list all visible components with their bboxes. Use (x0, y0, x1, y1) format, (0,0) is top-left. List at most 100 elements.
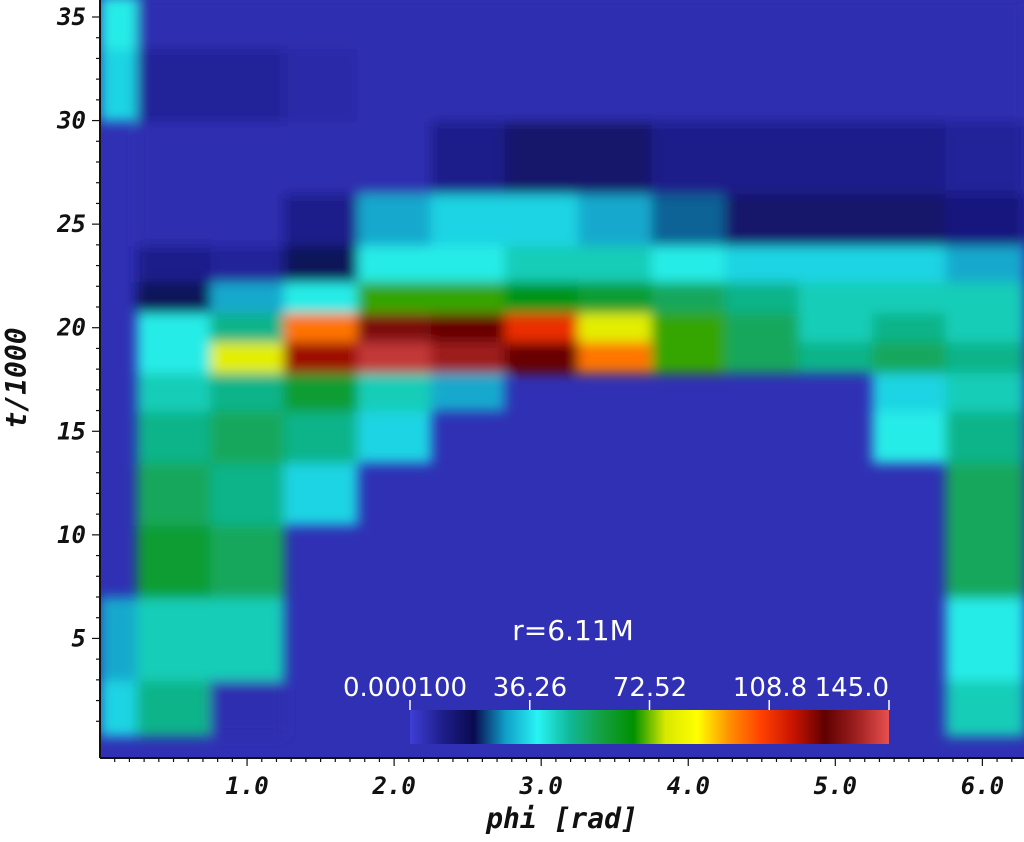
heatmap-cell (357, 0, 432, 50)
heatmap-cell (578, 312, 653, 343)
heatmap-cell (725, 120, 800, 195)
heatmap-cell (725, 312, 800, 343)
y-tick-label: 35 (56, 3, 86, 31)
heatmap-cell (100, 48, 138, 122)
heatmap-cell (210, 312, 285, 343)
plot-area (100, 0, 1024, 758)
x-tick-label: 2.0 (371, 772, 415, 800)
heatmap-cell (210, 372, 285, 412)
heatmap-cell (283, 372, 359, 412)
heatmap-cell (283, 462, 359, 526)
heatmap-cell (945, 341, 1024, 374)
heatmap-cell (872, 341, 947, 374)
heatmap-cell (430, 193, 506, 246)
heatmap-cell (357, 312, 432, 343)
heatmap-cell (798, 193, 874, 246)
heatmap-cell (725, 48, 800, 122)
heatmap-cell (283, 0, 359, 50)
heatmap-cell (357, 372, 432, 412)
heatmap-cell (945, 120, 1024, 195)
heatmap-cell (945, 410, 1024, 464)
heatmap-cell (945, 244, 1024, 283)
heatmap-cell (210, 244, 285, 283)
heatmap-cell (136, 281, 212, 314)
heatmap-cell (210, 597, 285, 681)
y-tick-label: 30 (56, 107, 86, 135)
heatmap-cell (945, 48, 1024, 122)
heatmap-cell (283, 193, 359, 246)
heatmap-cell (725, 0, 800, 50)
heatmap-cell (283, 410, 359, 464)
heatmap-cell (136, 679, 212, 737)
y-tick-label: 10 (57, 521, 86, 549)
x-tick-label: 6.0 (961, 772, 1004, 800)
heatmap-cell (945, 312, 1024, 343)
heatmap-cell (504, 341, 579, 374)
heatmap-cell (945, 372, 1024, 412)
heatmap-cell (872, 193, 947, 246)
radius-annotation: r=6.11M (512, 614, 633, 647)
heatmap-cell (430, 312, 506, 343)
heatmap-cell (100, 0, 138, 50)
heatmap-cell (136, 524, 212, 598)
heatmap-cell (504, 281, 579, 314)
heatmap-cell (651, 0, 726, 50)
colorbar-tick-label: 145.0 (815, 673, 889, 703)
colorbar-gradient (410, 710, 889, 744)
heatmap-cell (578, 120, 653, 195)
heatmap-cell (798, 281, 874, 314)
heatmap-cell (210, 462, 285, 526)
heatmap-cell (651, 120, 726, 195)
heatmap-cell (578, 281, 653, 314)
heatmap-cell (357, 193, 432, 246)
heatmap-cell (136, 193, 212, 246)
heatmap-cell (136, 410, 212, 464)
heatmap-cell (798, 48, 874, 122)
y-axis-title: t/1000 (0, 327, 33, 428)
heatmap-cell (578, 193, 653, 246)
y-tick-label: 5 (72, 624, 86, 652)
heatmap-cell (798, 0, 874, 50)
heatmap-cell (283, 244, 359, 283)
heatmap-cell (136, 48, 212, 122)
heatmap-cell (872, 244, 947, 283)
heatmap-cell (210, 0, 285, 50)
heatmap-cell (210, 524, 285, 598)
heatmap-cell (357, 341, 432, 374)
x-tick-label: 4.0 (667, 772, 710, 800)
heatmap-cell (136, 372, 212, 412)
heatmap-cell (283, 120, 359, 195)
heatmap-cell (504, 48, 579, 122)
heatmap-cell (430, 244, 506, 283)
heatmap-cell (798, 120, 874, 195)
heatmap-cell (430, 281, 506, 314)
x-tick-label: 1.0 (225, 772, 268, 800)
heatmap-cell (872, 312, 947, 343)
heatmap-cell (651, 48, 726, 122)
heatmap-cell (210, 120, 285, 195)
heatmap-cell (504, 0, 579, 50)
colorbar: 0.000100 36.26 72.52 108.8 145.0 (343, 673, 890, 744)
heatmap-cell (872, 372, 947, 412)
heatmap-cells (100, 0, 1024, 737)
heatmap-cell (504, 312, 579, 343)
heatmap-cell (504, 120, 579, 195)
heatmap-cell (283, 312, 359, 343)
heatmap-cell (357, 281, 432, 314)
heatmap-cell (798, 312, 874, 343)
heatmap-cell (136, 0, 212, 50)
heatmap-cell (136, 312, 212, 343)
heatmap-cell (651, 341, 726, 374)
colorbar-tick-label: 108.8 (733, 673, 807, 703)
heatmap-cell (578, 48, 653, 122)
x-tick-label: 5.0 (814, 772, 857, 800)
heatmap-cell (357, 410, 432, 464)
heatmap-cell (136, 597, 212, 681)
x-axis-title: phi [rad] (485, 802, 638, 835)
heatmap-cell (430, 120, 506, 195)
y-tick-label: 15 (57, 417, 86, 445)
colorbar-tick-label: 0.000100 (343, 673, 467, 703)
heatmap-cell (100, 679, 138, 737)
heatmap-cell (872, 0, 947, 50)
heatmap-cell (210, 679, 285, 737)
